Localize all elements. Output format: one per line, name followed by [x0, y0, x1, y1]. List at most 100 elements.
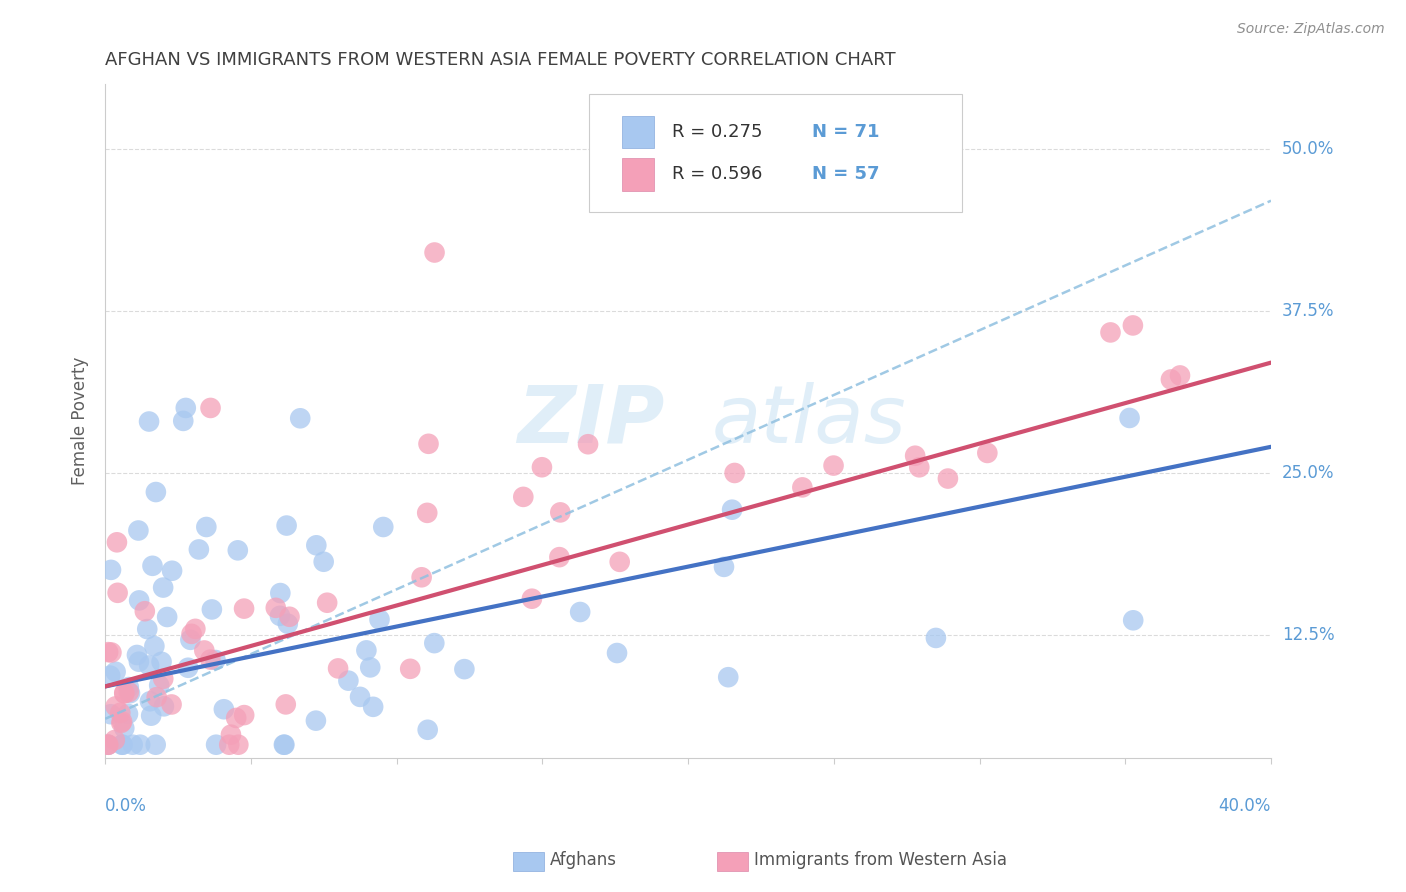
Point	[606, 646, 628, 660]
Point	[356, 643, 378, 657]
Point	[97, 738, 120, 752]
Point	[118, 680, 141, 694]
Point	[129, 738, 152, 752]
Point	[156, 610, 179, 624]
Point	[1168, 368, 1191, 383]
Point	[152, 581, 174, 595]
Point	[226, 543, 249, 558]
Point	[100, 563, 122, 577]
Point	[411, 570, 433, 584]
Point	[219, 728, 242, 742]
Text: R = 0.596: R = 0.596	[672, 165, 762, 184]
Point	[1160, 372, 1182, 386]
Point	[337, 673, 360, 688]
Point	[274, 698, 297, 712]
Point	[1122, 318, 1144, 333]
Point	[550, 505, 572, 519]
Point	[218, 738, 240, 752]
Point	[453, 662, 475, 676]
Text: N = 71: N = 71	[811, 123, 879, 141]
Point	[100, 645, 122, 659]
Point	[228, 738, 250, 752]
Point	[128, 593, 150, 607]
Point	[721, 502, 744, 516]
Point	[200, 401, 222, 415]
Text: atlas: atlas	[711, 382, 907, 460]
Point	[134, 604, 156, 618]
Point	[609, 555, 631, 569]
Point	[138, 415, 160, 429]
Point	[195, 520, 218, 534]
Point	[172, 414, 194, 428]
Point	[118, 685, 141, 699]
Point	[316, 596, 339, 610]
Point	[136, 622, 159, 636]
Point	[976, 446, 998, 460]
Point	[416, 506, 439, 520]
Point	[278, 609, 301, 624]
Text: Source: ZipAtlas.com: Source: ZipAtlas.com	[1237, 22, 1385, 37]
Text: 37.5%: 37.5%	[1282, 301, 1334, 320]
FancyBboxPatch shape	[621, 158, 654, 191]
Point	[117, 706, 139, 721]
Point	[150, 655, 173, 669]
Point	[201, 602, 224, 616]
Point	[152, 672, 174, 686]
Point	[312, 555, 335, 569]
Text: Afghans: Afghans	[550, 851, 617, 869]
Point	[184, 622, 207, 636]
Point	[148, 678, 170, 692]
Point	[273, 738, 295, 752]
Point	[373, 520, 395, 534]
Point	[138, 658, 160, 673]
Point	[127, 524, 149, 538]
Point	[1122, 613, 1144, 627]
Point	[530, 460, 553, 475]
Point	[112, 686, 135, 700]
Text: 25.0%: 25.0%	[1282, 464, 1334, 482]
Point	[112, 721, 135, 735]
Text: 40.0%: 40.0%	[1219, 797, 1271, 814]
Point	[212, 702, 235, 716]
Point	[512, 490, 534, 504]
Point	[110, 706, 132, 720]
Point	[111, 738, 134, 752]
Point	[290, 411, 312, 425]
Point	[200, 652, 222, 666]
Point	[139, 694, 162, 708]
Point	[576, 437, 599, 451]
Point	[193, 643, 215, 657]
Point	[925, 631, 948, 645]
Point	[305, 538, 328, 552]
Point	[174, 401, 197, 415]
Point	[97, 738, 120, 752]
Point	[349, 690, 371, 704]
Point	[104, 665, 127, 679]
Point	[823, 458, 845, 473]
Point	[225, 711, 247, 725]
Text: R = 0.275: R = 0.275	[672, 123, 762, 141]
Point	[104, 733, 127, 747]
Point	[141, 708, 163, 723]
Point	[399, 662, 422, 676]
Point	[111, 738, 134, 752]
Point	[713, 560, 735, 574]
Point	[936, 471, 959, 485]
Text: Immigrants from Western Asia: Immigrants from Western Asia	[754, 851, 1007, 869]
Text: N = 57: N = 57	[811, 165, 879, 184]
Text: ZIP: ZIP	[517, 382, 665, 460]
Point	[269, 608, 291, 623]
Point	[160, 564, 183, 578]
Point	[97, 738, 120, 752]
Point	[204, 653, 226, 667]
Point	[416, 723, 439, 737]
Point	[145, 690, 167, 705]
Point	[100, 707, 122, 722]
Point	[423, 245, 446, 260]
Point	[145, 485, 167, 500]
Point	[160, 698, 183, 712]
Point	[723, 466, 745, 480]
Point	[233, 601, 256, 615]
Text: 0.0%: 0.0%	[105, 797, 148, 814]
Point	[418, 437, 440, 451]
